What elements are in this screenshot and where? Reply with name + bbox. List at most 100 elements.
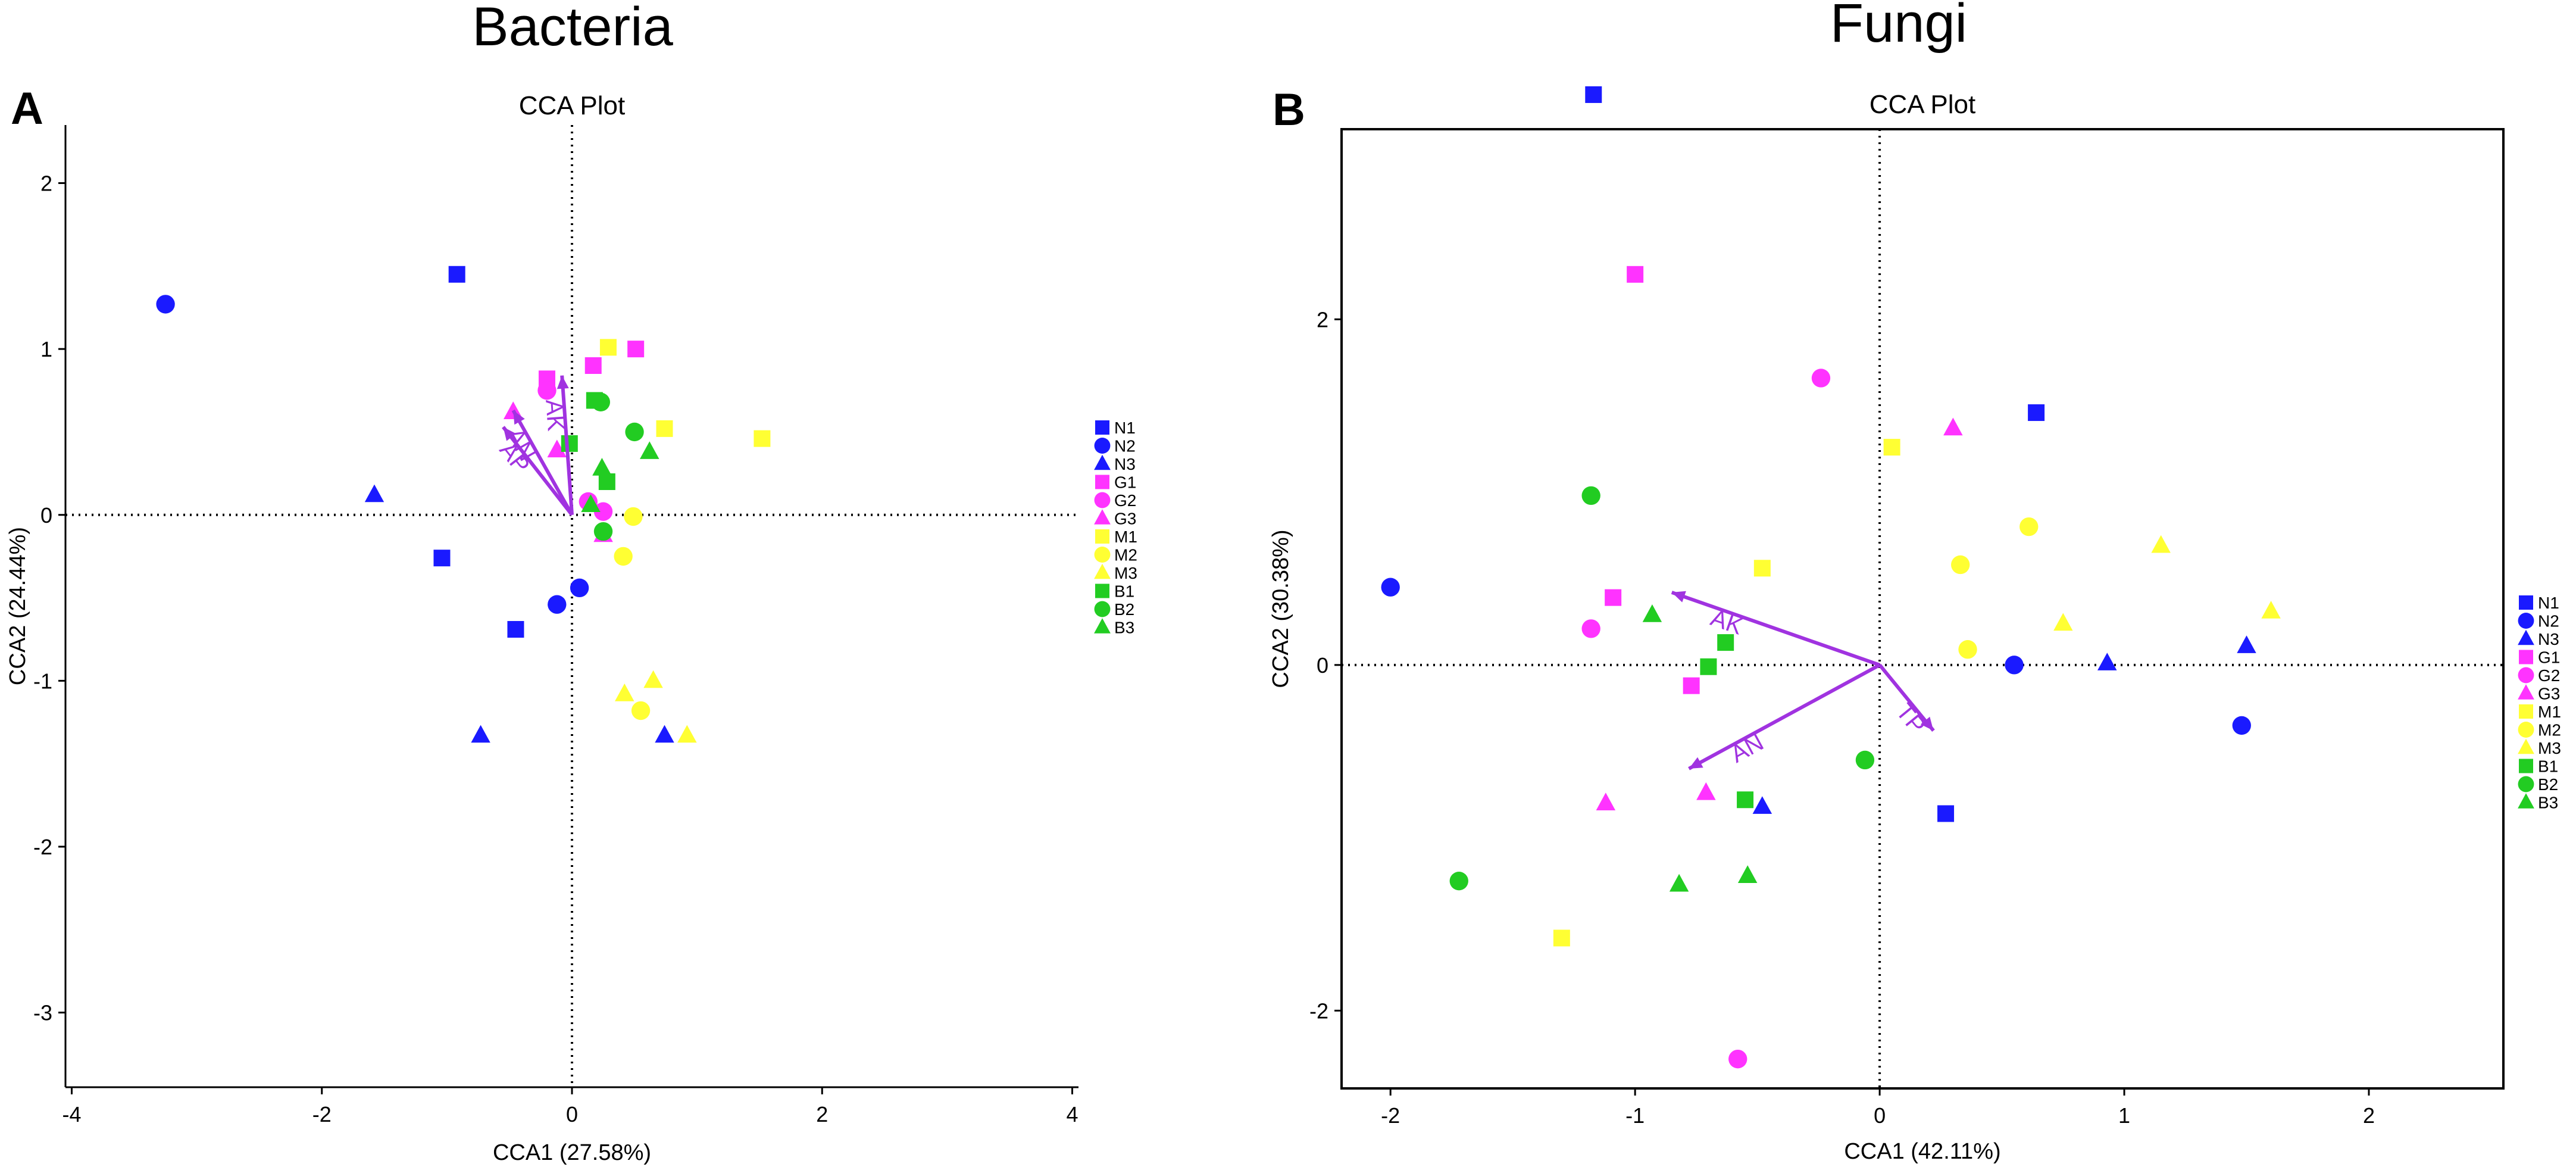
point-b3: [581, 494, 601, 512]
point-m3: [2261, 601, 2281, 619]
point-b1: [561, 435, 578, 452]
point-n1: [1937, 805, 1955, 822]
point-g1: [627, 341, 645, 358]
y-tick-label: 0: [40, 503, 52, 528]
legend-marker-n3: [1094, 454, 1111, 470]
legend-marker-g1: [2519, 650, 2533, 664]
point-g3: [1943, 417, 1963, 436]
legend-marker-b1: [1095, 584, 1109, 598]
legend-marker-b3: [1094, 618, 1111, 634]
legend-marker-b2: [1094, 601, 1111, 617]
point-g1: [1627, 266, 1644, 283]
point-m2: [1951, 555, 1970, 575]
point-n2: [156, 295, 175, 314]
point-n1: [507, 621, 524, 638]
chart-panel-a: Bacteria A CCA Plot -4 -2 0 2 4 -3 -2 -1 0 1 2 CCA1 (2…: [5, 0, 1137, 1165]
point-b2: [591, 392, 611, 411]
arrow-an: [1688, 663, 1881, 770]
legend-label: N2: [1114, 437, 1136, 455]
y-axis-label: CCA2 (30.38%): [1268, 529, 1293, 688]
x-tick-label: 0: [566, 1102, 578, 1127]
point-b1: [1737, 791, 1754, 809]
point-g2: [537, 381, 557, 400]
legend-label: M3: [1114, 564, 1137, 582]
point-n1: [448, 266, 465, 283]
y-tick-label: 2: [1317, 307, 1328, 332]
x-axis-label: CCA1 (27.58%): [493, 1140, 651, 1165]
point-g3: [1596, 792, 1616, 810]
point-b3: [640, 441, 659, 459]
point-b1: [1717, 634, 1734, 651]
point-n3: [655, 725, 674, 743]
arrow-label: AK: [1708, 605, 1746, 640]
legend-marker-g1: [1095, 475, 1109, 489]
point-m2: [1958, 640, 1977, 659]
point-n3: [2097, 653, 2117, 670]
point-b1: [1700, 658, 1717, 675]
arrowhead: [1920, 716, 1934, 731]
group-title: Fungi: [1830, 0, 1967, 54]
legend-marker-n1: [2519, 595, 2533, 610]
legend-label: M2: [1114, 546, 1137, 564]
x-tick-label: 2: [816, 1102, 828, 1127]
arrow-tp: [1878, 663, 1935, 732]
legend-marker-m3: [1094, 563, 1111, 579]
legend-marker-n1: [1095, 420, 1109, 435]
point-n2: [2005, 656, 2024, 675]
legend-label: N1: [1114, 419, 1136, 437]
y-tick-label: -2: [1309, 998, 1328, 1023]
panel-label: B: [1273, 85, 1305, 135]
legend-marker-b3: [2518, 793, 2534, 809]
point-b2: [1581, 486, 1600, 506]
point-m2: [631, 701, 651, 720]
arrowhead: [557, 375, 569, 389]
point-m1: [1753, 560, 1771, 577]
chart-panel-b: Fungi B CCA Plot -2 -1 0 1 2 -2 0 2 CCA1 (42.11%) CC…: [1268, 0, 2561, 1164]
y-tick-label: 1: [40, 337, 52, 361]
arrowhead: [513, 410, 525, 425]
y-tick-label: 0: [1317, 653, 1328, 678]
plot-frame: [1340, 128, 2505, 1090]
x-tick-label: 2: [2363, 1103, 2375, 1128]
arrow-an: [511, 409, 574, 516]
arrow-ap: [502, 426, 574, 516]
point-g2: [1581, 619, 1600, 638]
point-g3: [1696, 782, 1716, 800]
point-m1: [1883, 439, 1900, 456]
point-g2: [1811, 369, 1831, 388]
legend-marker-m2: [1094, 547, 1111, 563]
point-b3: [1669, 873, 1689, 892]
legend-marker-g3: [1094, 509, 1111, 525]
point-n3: [471, 725, 490, 743]
y-tick-label: -2: [33, 835, 52, 859]
legend-label: B1: [1114, 582, 1134, 601]
legend-label: M2: [2538, 721, 2561, 739]
point-m2: [624, 507, 643, 526]
point-n1: [433, 550, 451, 567]
point-b3: [1737, 865, 1758, 883]
arrowhead: [1671, 591, 1686, 603]
point-n3: [364, 484, 384, 503]
point-m1: [754, 430, 771, 447]
x-tick-label: 4: [1066, 1102, 1078, 1127]
legend-marker-g3: [2518, 684, 2534, 700]
legend-marker-m3: [2518, 738, 2534, 754]
legend-marker-n2: [1094, 438, 1111, 454]
arrow-ak: [1671, 591, 1881, 667]
x-tick-label: 0: [1874, 1103, 1886, 1128]
legend-label: G3: [1114, 510, 1136, 528]
point-m3: [615, 684, 634, 701]
legend-marker-m1: [1095, 529, 1109, 544]
legend-label: B2: [1114, 600, 1134, 619]
point-b1: [598, 473, 615, 491]
point-m1: [1553, 929, 1570, 947]
chart-title: CCA Plot: [519, 91, 626, 120]
point-n3: [1752, 796, 1772, 814]
point-m1: [599, 339, 617, 356]
point-g1: [584, 357, 602, 374]
legend-label: B1: [2538, 757, 2558, 776]
chart-title: CCA Plot: [1870, 90, 1976, 119]
point-g2: [593, 502, 613, 521]
point-b3: [1642, 604, 1662, 622]
